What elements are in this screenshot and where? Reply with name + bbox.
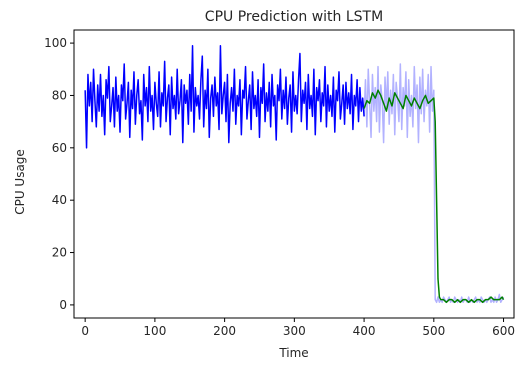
x-axis-label: Time <box>278 346 308 360</box>
y-tick-label: 80 <box>52 88 67 102</box>
x-tick-label: 500 <box>422 324 445 338</box>
x-tick-label: 300 <box>283 324 306 338</box>
x-tick-label: 100 <box>143 324 166 338</box>
series-line-0 <box>84 44 365 149</box>
x-tick-label: 0 <box>81 324 89 338</box>
y-tick-label: 40 <box>52 193 67 207</box>
x-tick-label: 200 <box>213 324 236 338</box>
axes: 0 100 200 300 400 500 600 0 20 40 60 80 100 <box>44 29 515 338</box>
x-tick-label: 600 <box>492 324 515 338</box>
series-line-2 <box>363 89 505 304</box>
plot-area <box>84 44 505 304</box>
y-tick-label: 100 <box>44 36 67 50</box>
y-axis-label: CPU Usage <box>13 149 27 215</box>
y-tick-label: 20 <box>52 246 67 260</box>
y-tick-label: 0 <box>59 298 67 312</box>
chart-title: CPU Prediction with LSTM <box>205 9 383 25</box>
y-tick-label: 60 <box>52 141 67 155</box>
x-tick-label: 400 <box>353 324 376 338</box>
